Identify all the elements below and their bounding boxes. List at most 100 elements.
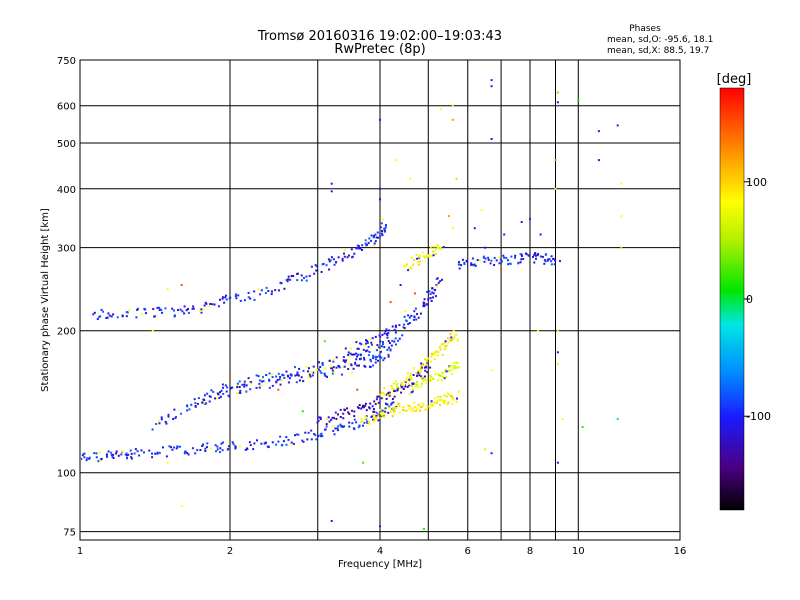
- data-point: [227, 394, 230, 397]
- data-point: [414, 307, 417, 310]
- data-point: [421, 402, 424, 405]
- data-point: [346, 256, 349, 259]
- data-point: [217, 393, 220, 396]
- data-point: [500, 268, 503, 271]
- data-point: [597, 159, 600, 162]
- data-point: [268, 378, 271, 381]
- phase-info-o: mean, sd,O: -95.6, 18.1: [607, 35, 713, 45]
- data-point: [355, 352, 358, 355]
- data-point: [333, 371, 336, 374]
- data-point: [391, 387, 394, 390]
- data-point: [158, 306, 161, 309]
- data-point: [367, 345, 370, 348]
- data-point: [413, 401, 416, 404]
- data-point: [292, 442, 295, 445]
- data-point: [234, 295, 237, 297]
- data-point: [370, 239, 372, 242]
- data-point: [260, 289, 263, 292]
- data-point: [402, 265, 405, 268]
- data-point: [387, 353, 390, 356]
- data-point: [499, 258, 502, 261]
- data-point: [349, 352, 352, 355]
- data-point: [277, 372, 280, 375]
- data-point: [372, 414, 375, 417]
- data-point: [395, 407, 398, 409]
- data-point: [320, 271, 323, 273]
- data-point: [450, 336, 453, 339]
- data-point: [455, 177, 458, 180]
- data-point: [236, 384, 239, 387]
- data-point: [308, 367, 310, 370]
- data-point: [487, 258, 490, 261]
- data-point: [353, 418, 356, 421]
- data-point: [375, 414, 378, 417]
- data-point: [192, 307, 195, 310]
- data-point: [328, 260, 331, 263]
- data-point: [176, 445, 179, 448]
- data-point: [267, 446, 270, 449]
- data-point: [410, 391, 413, 394]
- data-point: [246, 448, 249, 450]
- data-point: [187, 312, 190, 314]
- data-point: [457, 263, 460, 266]
- data-point: [239, 389, 242, 392]
- data-point: [140, 312, 143, 315]
- data-point: [500, 260, 503, 263]
- data-point: [151, 456, 154, 459]
- data-point: [296, 433, 299, 436]
- data-point: [403, 328, 406, 331]
- data-point: [425, 303, 428, 306]
- data-point: [308, 373, 311, 376]
- data-point: [151, 452, 153, 455]
- data-point: [252, 448, 255, 451]
- data-point: [120, 453, 123, 456]
- data-point: [450, 373, 453, 375]
- data-point: [381, 218, 384, 221]
- data-point: [328, 420, 331, 423]
- data-point: [321, 363, 324, 366]
- data-point: [408, 408, 411, 410]
- data-point: [410, 314, 413, 317]
- data-point: [445, 402, 448, 405]
- data-point: [394, 337, 397, 340]
- data-point: [344, 361, 347, 364]
- data-point: [155, 423, 158, 425]
- data-point: [166, 461, 169, 464]
- data-points: [81, 79, 623, 530]
- data-point: [410, 267, 413, 270]
- data-point: [376, 231, 379, 234]
- data-point: [461, 258, 464, 261]
- data-point: [292, 275, 295, 277]
- data-point: [294, 434, 296, 437]
- data-point: [447, 400, 450, 403]
- data-point: [380, 232, 383, 235]
- data-point: [390, 384, 393, 387]
- data-point: [463, 261, 466, 264]
- data-point: [517, 261, 520, 264]
- data-point: [435, 350, 438, 353]
- data-point: [184, 450, 187, 453]
- data-point: [407, 383, 410, 385]
- data-point: [102, 310, 104, 313]
- data-point: [390, 403, 393, 406]
- data-point: [471, 257, 474, 260]
- data-point: [265, 286, 268, 289]
- data-point: [502, 254, 505, 257]
- data-point: [441, 353, 444, 356]
- data-point: [372, 416, 375, 419]
- data-point: [456, 338, 459, 341]
- data-point: [256, 439, 258, 442]
- data-point: [348, 254, 350, 257]
- data-point: [419, 385, 422, 388]
- data-point: [410, 377, 413, 379]
- data-point: [358, 424, 361, 427]
- data-point: [397, 402, 400, 405]
- data-point: [366, 349, 369, 352]
- data-point: [439, 374, 442, 377]
- data-point: [362, 406, 365, 409]
- data-point: [247, 291, 250, 294]
- data-point: [243, 383, 246, 386]
- data-point: [429, 379, 432, 382]
- data-point: [498, 256, 501, 259]
- data-point: [332, 430, 335, 432]
